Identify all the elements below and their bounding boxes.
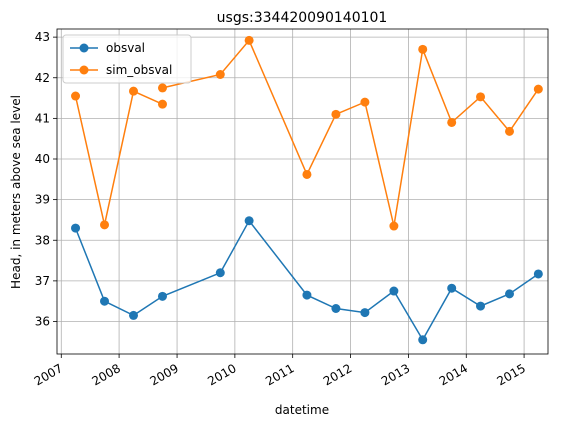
data-point-sim_obsval — [129, 86, 139, 96]
data-point-sim_obsval — [100, 220, 110, 230]
legend-label: obsval — [106, 41, 145, 55]
x-tick-label: 2011 — [263, 361, 296, 388]
series-sim_obsval — [71, 35, 543, 231]
data-point-sim_obsval — [71, 91, 81, 101]
x-tick-label: 2015 — [495, 361, 528, 388]
data-point-sim_obsval — [157, 83, 167, 93]
data-point-obsval — [215, 268, 225, 278]
data-point-sim_obsval — [447, 117, 457, 127]
data-point-sim_obsval — [389, 221, 399, 231]
y-tick-label: 37 — [35, 274, 50, 288]
data-point-sim_obsval — [505, 126, 515, 136]
data-point-sim_obsval — [360, 97, 370, 107]
series-line-sim_obsval — [162, 38, 539, 227]
data-point-sim_obsval — [215, 70, 225, 79]
data-point-sim_obsval — [157, 99, 167, 109]
data-point-sim_obsval — [476, 92, 486, 102]
x-tick-label: 2009 — [148, 361, 181, 388]
y-axis-ticks: 36 37 38 39 40 41 42 43 — [35, 30, 57, 329]
data-point-sim_obsval — [533, 84, 543, 94]
data-point-obsval — [302, 290, 312, 300]
data-point-obsval — [71, 223, 81, 233]
plot-frame — [56, 28, 549, 355]
data-point-sim_obsval — [244, 35, 254, 45]
x-tick-label: 2007 — [32, 361, 65, 388]
y-tick-label: 42 — [35, 71, 50, 85]
grid — [57, 29, 548, 354]
y-tick-label: 39 — [35, 193, 50, 207]
data-point-obsval — [389, 286, 399, 296]
legend-label: sim_obsval — [106, 63, 172, 77]
x-tick-label: 2012 — [321, 361, 354, 388]
data-point-obsval — [447, 283, 457, 293]
legend-marker — [79, 65, 89, 75]
data-point-sim_obsval — [302, 169, 312, 179]
data-point-obsval — [360, 308, 370, 318]
y-tick-label: 43 — [35, 30, 50, 44]
series-line-obsval — [74, 219, 539, 342]
data-point-obsval — [331, 304, 341, 313]
chart-title: usgs:334420090140101 — [217, 10, 388, 26]
x-tick-label: 2013 — [379, 361, 412, 388]
data-point-obsval — [244, 216, 254, 226]
data-point-obsval — [129, 310, 139, 320]
y-tick-label: 38 — [35, 233, 50, 247]
data-point-obsval — [418, 335, 428, 345]
data-point-obsval — [157, 291, 167, 301]
x-tick-label: 2010 — [205, 361, 238, 388]
x-tick-label: 2014 — [437, 361, 470, 388]
series-line-sim_obsval — [74, 90, 163, 225]
data-point-obsval — [505, 289, 515, 299]
x-axis-label: datetime — [275, 403, 329, 417]
y-tick-label: 40 — [35, 152, 50, 166]
series-layer — [71, 35, 543, 345]
y-axis-label: Head, in meters above sea level — [9, 95, 23, 289]
data-point-obsval — [533, 269, 543, 279]
x-axis-ticks: 2007 2008 2009 2010 2011 2012 2013 2014 2015 — [32, 354, 528, 388]
data-point-sim_obsval — [418, 44, 428, 54]
legend-marker — [79, 43, 89, 53]
data-point-obsval — [476, 301, 486, 311]
legend-box — [62, 34, 192, 84]
y-tick-label: 41 — [35, 111, 50, 125]
x-tick-label: 2008 — [90, 361, 123, 388]
data-point-obsval — [100, 296, 110, 306]
data-point-sim_obsval — [331, 109, 341, 119]
legend: obsval sim_obsval — [62, 34, 192, 84]
y-tick-label: 36 — [35, 315, 50, 329]
series-obsval — [71, 216, 543, 345]
